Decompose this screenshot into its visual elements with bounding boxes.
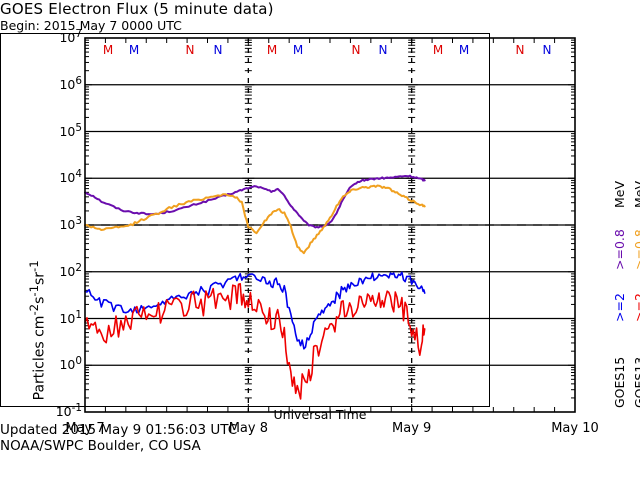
- event-marker-n-10: N: [515, 43, 525, 57]
- begin-time-label: Begin: 2015 May 7 0000 UTC: [0, 18, 182, 33]
- y-tick-label-1e6: 106: [59, 74, 82, 92]
- y-tick-label-1e7: 107: [59, 28, 82, 46]
- x-tick-label-may-10: May 10: [551, 421, 599, 436]
- legend-goes15-e2: >=2: [612, 293, 627, 322]
- event-marker-m-8: M: [432, 43, 444, 57]
- event-marker-n-2: N: [185, 43, 195, 57]
- legend-goes15-sat: GOES15: [612, 356, 627, 408]
- event-marker-m-4: M: [266, 43, 278, 57]
- updated-timestamp: Updated 2015 May 9 01:56:03 UTC: [0, 422, 238, 438]
- y-tick-label-1e0: 100: [59, 355, 82, 373]
- y-tick-label-1e5: 105: [59, 121, 82, 139]
- y-tick-label-1e4: 104: [59, 168, 82, 186]
- page-title: GOES Electron Flux (5 minute data): [0, 0, 274, 18]
- x-tick-label-may-9: May 9: [392, 421, 432, 436]
- legend-goes13-sat: GOES13: [632, 356, 640, 408]
- y-tick-label-1e-1: 10-1: [55, 402, 82, 420]
- legend-goes15-e08: >=0.8: [612, 229, 627, 270]
- event-marker-m-0: M: [102, 43, 114, 57]
- event-marker-m-5: M: [292, 43, 304, 57]
- event-marker-n-6: N: [351, 43, 361, 57]
- y-tick-label-1e3: 103: [59, 215, 82, 233]
- event-marker-n-7: N: [378, 43, 388, 57]
- y-axis-title-container: Particles cm-2s-1sr-1: [4, 130, 48, 400]
- legend-goes13-unit: MeV: [632, 180, 640, 208]
- legend-goes15-unit: MeV: [612, 180, 627, 208]
- x-tick-label-may-8: May 8: [228, 421, 268, 436]
- event-marker-m-1: M: [128, 43, 140, 57]
- x-tick-label-may-7: May 7: [65, 421, 105, 436]
- event-marker-m-9: M: [458, 43, 470, 57]
- event-marker-n-11: N: [542, 43, 552, 57]
- legend-goes13-e2: >=2: [632, 293, 640, 322]
- x-axis-title: Universal Time: [273, 407, 367, 422]
- y-tick-label-1e2: 102: [59, 261, 82, 279]
- y-tick-label-1e1: 101: [59, 308, 82, 326]
- y-axis-title-text: Particles cm-2s-1sr-1: [26, 260, 48, 401]
- event-marker-n-3: N: [213, 43, 223, 57]
- agency-credit: NOAA/SWPC Boulder, CO USA: [0, 438, 201, 454]
- legend-goes13-e08: >=0.8: [632, 229, 640, 270]
